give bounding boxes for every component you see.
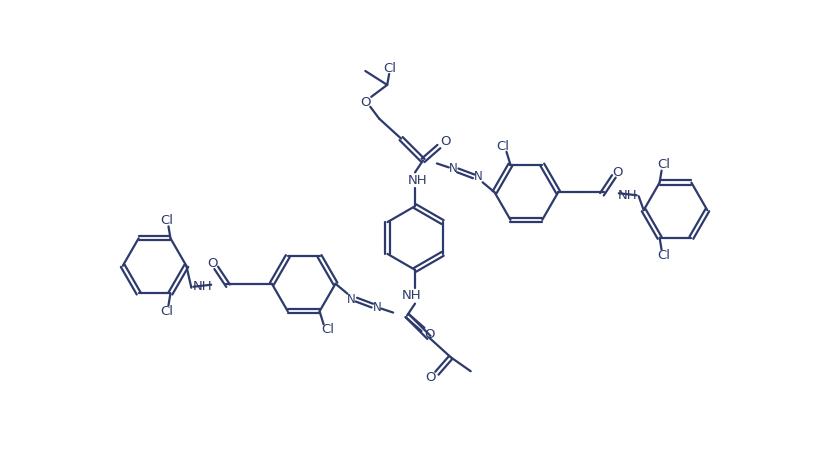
Text: Cl: Cl (383, 62, 396, 76)
Text: Cl: Cl (160, 214, 173, 227)
Text: N: N (372, 301, 381, 314)
Text: Cl: Cl (656, 249, 670, 262)
Text: N: N (474, 170, 482, 183)
Text: O: O (206, 258, 217, 270)
Text: O: O (440, 135, 451, 148)
Text: Cl: Cl (656, 158, 670, 171)
Text: Cl: Cl (160, 305, 173, 318)
Text: O: O (424, 328, 435, 341)
Text: NH: NH (402, 289, 421, 302)
Text: NH: NH (192, 280, 212, 293)
Text: N: N (448, 162, 456, 175)
Text: Cl: Cl (496, 140, 508, 153)
Text: Cl: Cl (321, 323, 334, 336)
Text: N: N (347, 293, 355, 306)
Text: NH: NH (617, 189, 637, 202)
Text: O: O (359, 96, 370, 109)
Text: O: O (612, 166, 622, 179)
Text: NH: NH (408, 174, 427, 187)
Text: O: O (426, 371, 436, 384)
